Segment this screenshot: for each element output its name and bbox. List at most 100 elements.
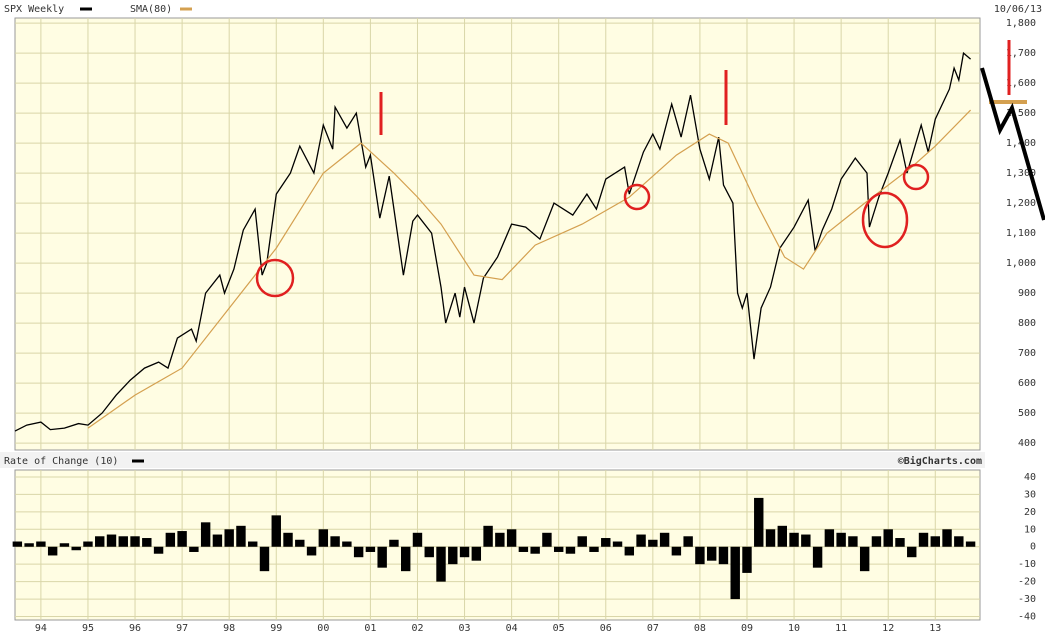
x-tick-label: 12 (882, 623, 894, 634)
y-tick-label: 700 (1018, 348, 1036, 359)
roc-bar (765, 529, 776, 547)
roc-bar (459, 546, 470, 558)
roc-bar (742, 546, 752, 573)
roc-bar (812, 546, 823, 568)
roc-bar (224, 529, 234, 547)
y-tick-label: -10 (1018, 559, 1036, 570)
y-tick-label: 1,600 (1006, 78, 1036, 89)
y-tick-label: 1,700 (1006, 48, 1036, 59)
roc-bar (648, 539, 658, 547)
y-tick-label: -30 (1018, 594, 1036, 605)
y-tick-label: 10 (1024, 524, 1036, 535)
roc-bar (47, 546, 58, 556)
y-tick-label: 0 (1030, 542, 1036, 553)
roc-bar (342, 541, 352, 547)
roc-bar (754, 497, 764, 547)
roc-bar (330, 536, 340, 547)
roc-header (0, 452, 985, 468)
x-tick-label: 13 (929, 623, 941, 634)
roc-bar (483, 525, 493, 547)
roc-bar (695, 546, 705, 565)
price-panel (14, 17, 981, 451)
roc-bar (730, 546, 740, 600)
roc-bar (954, 536, 964, 547)
roc-title: Rate of Change (10) (4, 456, 118, 467)
roc-bar (530, 546, 540, 554)
roc-bar (601, 538, 611, 547)
annotation-circle (902, 163, 930, 191)
roc-bar (377, 546, 387, 568)
y-tick-label: 1,500 (1006, 108, 1036, 119)
roc-bar (895, 538, 905, 547)
roc-bar (836, 532, 846, 547)
roc-bar (506, 529, 517, 547)
y-tick-label: -40 (1018, 612, 1036, 623)
roc-bar (36, 541, 46, 547)
x-tick-label: 08 (694, 623, 706, 634)
y-tick-label: 900 (1018, 288, 1036, 299)
x-tick-label: 01 (364, 623, 376, 634)
roc-bar (589, 546, 599, 552)
x-tick-label: 02 (411, 623, 423, 634)
roc-bar (189, 546, 199, 552)
annotation-circle (861, 191, 909, 249)
roc-bar (859, 546, 870, 572)
projection-line (980, 67, 1045, 221)
roc-bar (118, 536, 128, 547)
roc-bar (624, 546, 635, 556)
roc-bar (824, 529, 835, 547)
roc-bar (930, 536, 940, 547)
y-tick-label: 1,000 (1006, 258, 1036, 269)
roc-bar (471, 546, 482, 561)
roc-bar (259, 546, 270, 572)
roc-bar (565, 546, 576, 554)
y-tick-label: 30 (1024, 489, 1036, 500)
legend-label: SMA(80) (130, 4, 172, 15)
roc-bar (306, 546, 317, 556)
x-tick-label: 04 (506, 623, 518, 634)
roc-bar (777, 525, 787, 547)
roc-bar (283, 532, 293, 547)
roc-bar (577, 536, 587, 547)
x-tick-label: 94 (35, 623, 47, 634)
annotations (255, 40, 1045, 298)
roc-bar (495, 532, 505, 547)
y-tick-label: 40 (1024, 472, 1036, 483)
roc-bar (659, 532, 670, 547)
annotation-circle (255, 258, 295, 298)
roc-bar (71, 546, 81, 551)
roc-bar (12, 541, 23, 547)
roc-bar (153, 546, 164, 554)
roc-bar (295, 539, 305, 547)
roc-bar (801, 534, 811, 547)
x-tick-label: 07 (647, 623, 659, 634)
roc-bar (142, 538, 152, 547)
x-tick-label: 96 (129, 623, 141, 634)
roc-bar (412, 532, 423, 547)
y-tick-label: 1,300 (1006, 168, 1036, 179)
x-tick-label: 98 (223, 623, 235, 634)
y-tick-label: 500 (1018, 408, 1036, 419)
x-tick-label: 97 (176, 623, 188, 634)
y-tick-label: 400 (1018, 438, 1036, 449)
grid: 1,8001,7001,6001,5001,4001,3001,2001,100… (15, 18, 1036, 634)
roc-bar (942, 529, 952, 547)
roc-bar (165, 532, 176, 547)
series-line (87, 109, 972, 429)
roc-bar (965, 541, 976, 547)
roc-bar (542, 532, 552, 547)
y-tick-label: 1,100 (1006, 228, 1036, 239)
roc-bar (518, 546, 529, 552)
roc-bar (907, 546, 917, 558)
roc-bar (706, 546, 717, 561)
roc-bar (236, 525, 246, 547)
x-tick-label: 05 (553, 623, 565, 634)
roc-bar (848, 536, 858, 547)
roc-bar (553, 546, 564, 552)
x-tick-label: 09 (741, 623, 753, 634)
x-tick-label: 03 (459, 623, 471, 634)
x-tick-label: 95 (82, 623, 94, 634)
roc-bar (671, 546, 682, 556)
roc-bar (200, 522, 211, 547)
